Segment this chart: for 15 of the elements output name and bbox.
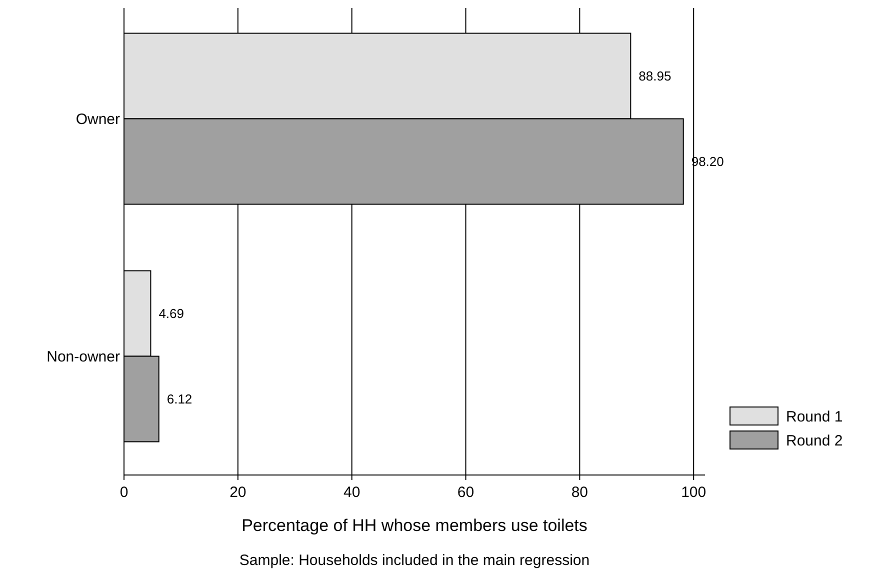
y-tick-label: Non-owner bbox=[46, 348, 120, 366]
legend-label: Round 1 bbox=[786, 408, 843, 426]
x-tick-label: 100 bbox=[681, 484, 706, 501]
x-tick-label: 0 bbox=[120, 484, 128, 501]
x-tick-label: 20 bbox=[230, 484, 246, 501]
text: Sample: Households included in the main regression bbox=[239, 552, 590, 569]
x-tick-label: 40 bbox=[344, 484, 360, 501]
x-tick-label: 80 bbox=[571, 484, 588, 501]
text: 4.69 bbox=[158, 306, 184, 322]
text: 6.12 bbox=[166, 392, 192, 407]
x-axis-title: Percentage of HH whose members use toilets bbox=[242, 516, 588, 535]
text: 88.95 bbox=[638, 68, 672, 84]
legend-label: Round 2 bbox=[786, 432, 843, 450]
y-tick-label: Owner bbox=[76, 111, 120, 128]
x-tick-label: 60 bbox=[457, 484, 474, 501]
